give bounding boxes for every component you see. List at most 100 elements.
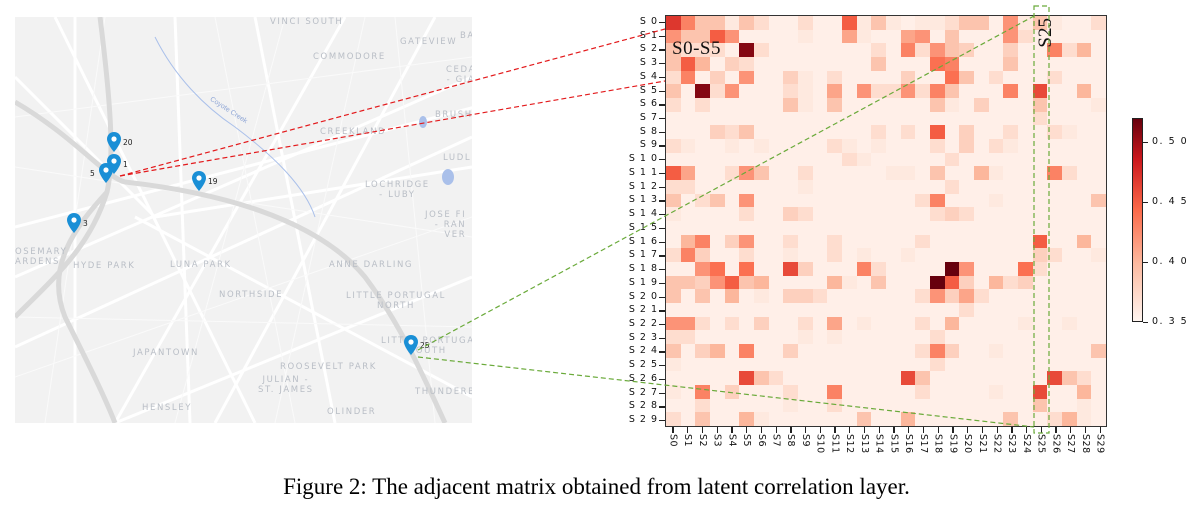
heatmap-cell	[739, 139, 754, 153]
y-tick-mark	[659, 255, 665, 257]
heatmap-cell	[1003, 371, 1018, 385]
map-label-commodore: COMMODORE	[313, 52, 386, 62]
x-tick-mark	[967, 427, 969, 433]
heatmap-cell	[812, 330, 828, 344]
heatmap-cell	[695, 207, 710, 221]
heatmap-cell	[900, 371, 916, 385]
heatmap-cell	[959, 330, 974, 344]
heatmap-cell	[988, 234, 1004, 249]
heatmap-cell	[695, 371, 710, 385]
map-pin-icon[interactable]	[192, 171, 206, 191]
heatmap-cell	[959, 43, 974, 57]
heatmap-cell	[710, 139, 725, 153]
heatmap-cell	[1032, 180, 1048, 194]
heatmap-cell	[959, 193, 974, 208]
heatmap-cell	[915, 371, 930, 385]
heatmap-cell	[1047, 152, 1062, 167]
heatmap-cell	[974, 125, 989, 139]
heatmap-cell	[856, 43, 872, 57]
x-tick-label: S26	[1050, 434, 1062, 454]
heatmap-cell	[1047, 43, 1062, 57]
heatmap-cell	[1076, 398, 1092, 413]
heatmap-cell	[666, 248, 681, 262]
heatmap-cell	[1062, 275, 1077, 290]
heatmap-cell	[827, 248, 842, 262]
heatmap-cell	[900, 275, 916, 290]
heatmap-cell	[944, 57, 960, 71]
heatmap-cell	[768, 344, 784, 358]
heatmap-cell	[798, 84, 813, 98]
heatmap-cell	[739, 29, 754, 44]
heatmap-cell	[988, 248, 1004, 262]
heatmap-cell	[1062, 84, 1077, 98]
heatmap-cell	[1062, 344, 1077, 358]
heatmap-cell	[1062, 262, 1077, 276]
heatmap-cell	[680, 234, 696, 249]
x-tick-mark	[804, 427, 807, 433]
heatmap-cell	[1018, 412, 1033, 426]
heatmap-cell	[959, 412, 974, 426]
x-tick-mark	[981, 427, 984, 433]
heatmap-cell	[754, 275, 769, 290]
heatmap-cell	[1032, 57, 1048, 71]
map-label-lochridge-luby: LOCHRIDGE - LUBY	[365, 180, 430, 200]
heatmap-cell	[1003, 289, 1018, 303]
heatmap-cell	[724, 125, 740, 139]
heatmap-cell	[930, 303, 945, 317]
heatmap-cell	[1003, 357, 1018, 372]
heatmap-cell	[988, 412, 1004, 426]
heatmap-cell	[666, 111, 681, 126]
heatmap-cell	[812, 16, 828, 30]
heatmap-cell	[930, 248, 945, 262]
heatmap-cell	[695, 70, 710, 85]
heatmap-cell	[827, 412, 842, 426]
heatmap-cell	[798, 152, 813, 167]
heatmap-cell	[666, 234, 681, 249]
heatmap-cell	[974, 262, 989, 276]
heatmap-cell	[915, 70, 930, 85]
heatmap-cell	[915, 248, 930, 262]
heatmap-cell	[1003, 43, 1018, 57]
heatmap-cell	[1091, 57, 1106, 71]
heatmap-cell	[739, 98, 754, 112]
colorbar-tick-mark	[1143, 142, 1148, 143]
heatmap-cell	[768, 234, 784, 249]
map-pin-icon[interactable]	[99, 163, 113, 183]
heatmap-cell	[754, 180, 769, 194]
heatmap-cell	[974, 371, 989, 385]
y-tick-label: S 2 9	[628, 414, 658, 426]
heatmap-cell	[944, 248, 960, 262]
heatmap-cell	[900, 43, 916, 57]
map-pin-icon[interactable]	[67, 213, 81, 233]
heatmap-cell	[871, 357, 886, 372]
heatmap-cell	[1032, 262, 1048, 276]
x-tick-mark	[834, 427, 836, 433]
heatmap-cell	[768, 275, 784, 290]
heatmap-cell	[974, 29, 989, 44]
heatmap-cell	[1091, 357, 1106, 372]
heatmap-cell	[739, 70, 754, 85]
heatmap-cell	[1047, 207, 1062, 221]
heatmap-cell	[666, 207, 681, 221]
heatmap-cell	[724, 193, 740, 208]
x-tick-mark	[1025, 427, 1028, 433]
heatmap-cell	[724, 139, 740, 153]
heatmap-cell	[915, 412, 930, 426]
heatmap-cell	[695, 330, 710, 344]
figure-caption: Figure 2: The adjacent matrix obtained f…	[0, 474, 1193, 500]
map-pin-icon[interactable]	[107, 132, 121, 152]
heatmap-cell	[1091, 303, 1106, 317]
heatmap-cell	[768, 180, 784, 194]
heatmap-cell	[842, 262, 857, 276]
heatmap-cell	[988, 166, 1004, 180]
heatmap-cell	[1032, 234, 1048, 249]
heatmap-cell	[1003, 29, 1018, 44]
heatmap-cell	[856, 303, 872, 317]
heatmap-cell	[856, 398, 872, 413]
heatmap-cell	[915, 98, 930, 112]
x-tick-mark	[937, 427, 939, 433]
heatmap-cell	[974, 57, 989, 71]
heatmap-cell	[900, 221, 916, 235]
map-pin-icon[interactable]	[404, 335, 418, 355]
y-tick-label: S 1 7	[628, 249, 658, 261]
